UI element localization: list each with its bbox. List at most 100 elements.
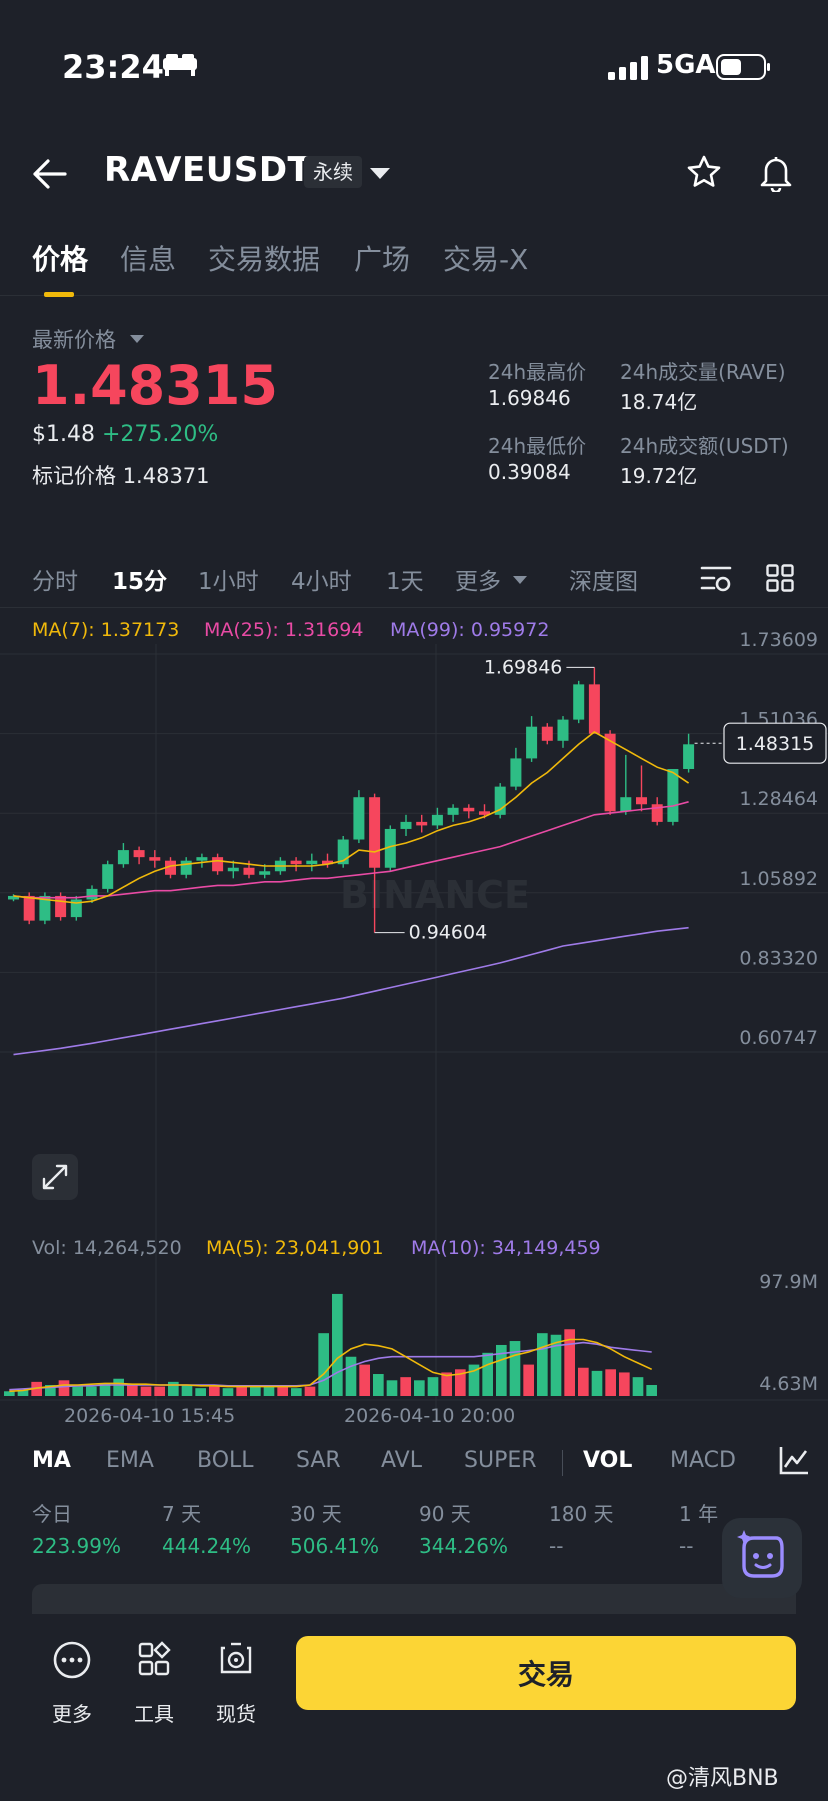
timeframe-bar: 分时 15分 1小时 4小时 1天 更多 深度图 — [0, 552, 828, 608]
volume-bar — [99, 1383, 111, 1396]
ma25-line — [13, 801, 689, 899]
network-type: 5GA — [656, 50, 716, 80]
candle — [102, 860, 114, 893]
candle-body — [165, 860, 176, 875]
volume-bar — [632, 1377, 644, 1396]
candle-body — [651, 804, 663, 822]
candle — [86, 885, 98, 903]
status-bar: 23:24 5GA — [0, 0, 828, 130]
star-icon[interactable] — [686, 154, 722, 190]
chevron-down-icon[interactable] — [370, 168, 390, 179]
perf-label: 1 年 — [679, 1502, 719, 1526]
tab-square[interactable]: 广场 — [354, 243, 411, 276]
volume-bar — [250, 1386, 261, 1396]
indicator-macd[interactable]: MACD — [670, 1448, 736, 1473]
tab-trading-data[interactable]: 交易数据 — [208, 243, 321, 276]
candle-body — [667, 768, 679, 822]
indicator-chart-icon[interactable] — [778, 1444, 810, 1476]
volume-bar — [400, 1377, 411, 1396]
low-value: 0.39084 — [488, 460, 571, 484]
perf-label: 180 天 — [549, 1502, 614, 1526]
candle-body — [133, 850, 145, 858]
last-price-label[interactable]: 最新价格 — [32, 328, 116, 352]
bell-icon[interactable] — [758, 154, 794, 192]
volume-legend: Vol: 14,264,520 MA(5): 23,041,901 MA(10)… — [32, 1237, 601, 1259]
price-change: +275.20% — [102, 422, 219, 447]
contract-tag: 永续 — [304, 156, 362, 188]
indicator-super[interactable]: SUPER — [464, 1448, 537, 1473]
tab-price[interactable]: 价格 — [32, 243, 89, 276]
nav-tools-label[interactable]: 工具 — [134, 1702, 174, 1726]
expand-chart-icon[interactable] — [32, 1154, 78, 1200]
candle — [290, 857, 302, 872]
ma-lines — [13, 731, 690, 1056]
battery-icon — [716, 54, 770, 80]
tab-trade-x[interactable]: 交易-X — [443, 243, 529, 276]
candlestick-chart[interactable]: BINANCE MA(7): 1.37173 MA(25): 1.31694 M… — [0, 610, 828, 1440]
candle-body — [620, 797, 632, 812]
candle — [196, 853, 208, 868]
spot-icon[interactable] — [201, 1640, 271, 1680]
indicator-ema[interactable]: EMA — [106, 1448, 154, 1473]
volume-bar — [209, 1386, 220, 1396]
chart-settings-icon[interactable] — [700, 564, 732, 594]
volume-bar — [455, 1369, 466, 1396]
sleep-mode-icon — [163, 54, 197, 76]
x-axis: 2026-04-10 15:45 2026-04-10 20:00 — [64, 1405, 515, 1427]
candle — [353, 790, 365, 844]
indicator-avl[interactable]: AVL — [381, 1448, 422, 1473]
tf-depth[interactable]: 深度图 — [569, 569, 638, 595]
mark-price-label: 标记价格 — [32, 464, 116, 488]
volume-bar — [72, 1386, 83, 1396]
candle-body — [369, 797, 381, 868]
high-marker-label: 1.69846 — [484, 656, 563, 678]
tf-1d[interactable]: 1天 — [386, 569, 424, 595]
tf-1h[interactable]: 1小时 — [198, 569, 259, 595]
more-icon[interactable] — [37, 1640, 107, 1680]
volume-bar — [605, 1369, 616, 1396]
tools-icon[interactable] — [119, 1640, 189, 1680]
indicator-sar[interactable]: SAR — [296, 1448, 341, 1473]
back-arrow-icon[interactable] — [32, 158, 68, 190]
y-axis: 1.736091.510361.284641.058920.833200.607… — [739, 629, 818, 1049]
ma7-label: MA(7): 1.37173 — [32, 619, 179, 641]
candle — [667, 768, 679, 826]
grid-layout-icon[interactable] — [766, 564, 794, 592]
volume-bar — [58, 1380, 70, 1396]
candle — [384, 825, 396, 872]
divider — [562, 1450, 563, 1476]
perf-value: -- — [679, 1534, 694, 1558]
candle — [541, 723, 553, 745]
candle — [620, 754, 632, 815]
ai-assistant-button[interactable] — [722, 1518, 802, 1598]
watermark-text: @清风BNB — [666, 1766, 779, 1791]
nav-more-label[interactable]: 更多 — [52, 1702, 92, 1726]
candle — [322, 853, 333, 868]
volume-bar — [31, 1381, 42, 1396]
tab-info[interactable]: 信息 — [120, 243, 177, 276]
tf-4h[interactable]: 4小时 — [291, 569, 352, 595]
caret-down-icon[interactable] — [513, 576, 527, 584]
volume-bar — [427, 1377, 439, 1396]
tf-more[interactable]: 更多 — [455, 569, 501, 595]
caret-down-icon[interactable] — [130, 335, 144, 343]
indicator-vol[interactable]: VOL — [583, 1448, 633, 1473]
tf-15m[interactable]: 15分 — [112, 569, 168, 595]
candle-body — [227, 867, 239, 872]
ai-assistant-icon — [737, 1530, 784, 1578]
symbol-title[interactable]: RAVEUSDT — [104, 150, 312, 190]
indicator-boll[interactable]: BOLL — [197, 1448, 254, 1473]
volume-bar — [523, 1364, 534, 1396]
candle-body — [180, 860, 192, 875]
trade-button[interactable]: 交易 — [296, 1636, 796, 1710]
nav-spot-label[interactable]: 现货 — [216, 1702, 256, 1726]
volume-bar — [181, 1385, 193, 1396]
perf-value: -- — [549, 1534, 564, 1558]
volume-bar — [646, 1385, 657, 1396]
candle-body — [290, 860, 302, 865]
y-tick: 0.60747 — [739, 1027, 818, 1049]
indicator-ma[interactable]: MA — [32, 1448, 71, 1473]
high-value: 1.69846 — [488, 386, 571, 410]
tf-line[interactable]: 分时 — [32, 569, 78, 595]
candle-body — [149, 857, 161, 861]
